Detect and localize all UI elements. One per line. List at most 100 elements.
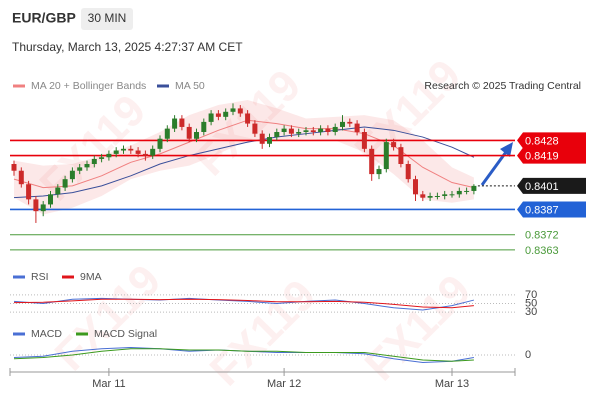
current-price-label: 0.8401 bbox=[525, 181, 559, 193]
candle-body bbox=[194, 132, 199, 139]
legend-label: MA 50 bbox=[175, 80, 205, 92]
copyright: Research © 2025 Trading Central bbox=[424, 80, 581, 92]
candle-body bbox=[456, 190, 462, 195]
candle-body bbox=[281, 128, 287, 132]
level-label: 0.8372 bbox=[525, 230, 559, 242]
candle-body bbox=[245, 113, 251, 124]
candle-body bbox=[186, 126, 192, 139]
candle-body bbox=[361, 132, 367, 149]
candle-body bbox=[464, 190, 470, 192]
legend-label: MACD bbox=[31, 328, 62, 340]
candle-body bbox=[303, 130, 309, 132]
candle-body bbox=[26, 184, 32, 200]
symbol: EUR/GBP bbox=[12, 10, 76, 26]
trend-arrow bbox=[480, 151, 508, 186]
candle-body bbox=[164, 128, 170, 139]
x-tick-label: Mar 11 bbox=[92, 378, 125, 390]
candle-body bbox=[84, 164, 90, 168]
candle-body bbox=[106, 153, 112, 158]
candle-body bbox=[208, 113, 214, 122]
x-tick-label: Mar 13 bbox=[435, 378, 469, 390]
candle-body bbox=[288, 128, 294, 134]
candle-body bbox=[201, 121, 207, 132]
candle-body bbox=[135, 150, 141, 154]
candle-body bbox=[296, 132, 302, 134]
candle-body bbox=[354, 123, 360, 132]
legend-label: MACD Signal bbox=[94, 328, 157, 340]
y-tick-label: 0 bbox=[525, 349, 531, 361]
candle-body bbox=[267, 137, 272, 144]
candle-body bbox=[237, 108, 243, 114]
y-tick-label: 50 bbox=[525, 297, 537, 309]
candle-body bbox=[113, 150, 119, 154]
candle-body bbox=[332, 126, 338, 132]
level-label: 0.8363 bbox=[525, 245, 559, 257]
candle-body bbox=[215, 113, 221, 117]
candle-body bbox=[230, 108, 236, 112]
candle-body bbox=[99, 157, 105, 159]
y-tick-label: 30 bbox=[525, 306, 537, 318]
candle-body bbox=[40, 204, 46, 212]
candle-body bbox=[48, 194, 53, 205]
candle-body bbox=[157, 138, 163, 149]
candle-body bbox=[398, 147, 404, 164]
level-label: 0.8419 bbox=[525, 150, 559, 162]
moving-average bbox=[13, 126, 475, 199]
candle-body bbox=[142, 153, 148, 156]
candle-body bbox=[383, 142, 389, 170]
candle-body bbox=[179, 118, 185, 127]
candle-body bbox=[310, 130, 316, 132]
legend-label: MA 20 + Bollinger Bands bbox=[31, 80, 146, 92]
candle-body bbox=[18, 170, 24, 185]
x-tick-label: Mar 12 bbox=[267, 378, 301, 390]
indicator-line bbox=[13, 298, 474, 309]
level-box bbox=[517, 201, 586, 218]
level-box bbox=[517, 132, 586, 149]
y-tick-label: 70 bbox=[525, 289, 537, 301]
candle-body bbox=[223, 111, 229, 117]
datetime: Thursday, March 13, 2025 4:27:37 AM CET bbox=[12, 40, 243, 54]
candle-body bbox=[259, 133, 265, 144]
candle-body bbox=[11, 164, 17, 171]
candle-body bbox=[449, 194, 455, 196]
legend-label: 9MA bbox=[80, 271, 102, 283]
candle-body bbox=[391, 142, 397, 148]
timeframe-badge bbox=[81, 8, 133, 30]
candle-body bbox=[252, 123, 258, 134]
candle-body bbox=[340, 121, 345, 127]
candle-body bbox=[413, 179, 418, 195]
candle-body bbox=[442, 194, 448, 196]
candle-body bbox=[172, 118, 178, 129]
candle-body bbox=[274, 132, 280, 138]
candle-body bbox=[325, 128, 331, 132]
candle-body bbox=[62, 179, 68, 188]
candle-body bbox=[55, 187, 61, 195]
timeframe: 30 MIN bbox=[88, 11, 127, 25]
indicator-line bbox=[13, 297, 475, 311]
candle-body bbox=[33, 199, 39, 212]
legend-label: RSI bbox=[31, 271, 49, 283]
candle-body bbox=[69, 170, 75, 180]
trend-arrowhead bbox=[500, 142, 513, 157]
indicator-line bbox=[13, 348, 474, 362]
candle-body bbox=[376, 169, 382, 175]
level-label: 0.8428 bbox=[525, 135, 559, 147]
candle-body bbox=[471, 185, 477, 191]
candle-body bbox=[369, 148, 375, 175]
candle-body bbox=[347, 121, 353, 124]
candle-body bbox=[427, 196, 433, 198]
candle-body bbox=[91, 158, 97, 164]
level-box bbox=[517, 147, 586, 164]
candle-body bbox=[121, 148, 126, 151]
candle-body bbox=[405, 164, 411, 180]
candle-body bbox=[434, 196, 440, 197]
candle-body bbox=[318, 128, 324, 132]
candle-body bbox=[150, 148, 156, 156]
candle-body bbox=[128, 148, 134, 151]
level-label: 0.8387 bbox=[525, 204, 559, 216]
candle-body bbox=[420, 194, 426, 198]
candle-body bbox=[77, 167, 83, 171]
